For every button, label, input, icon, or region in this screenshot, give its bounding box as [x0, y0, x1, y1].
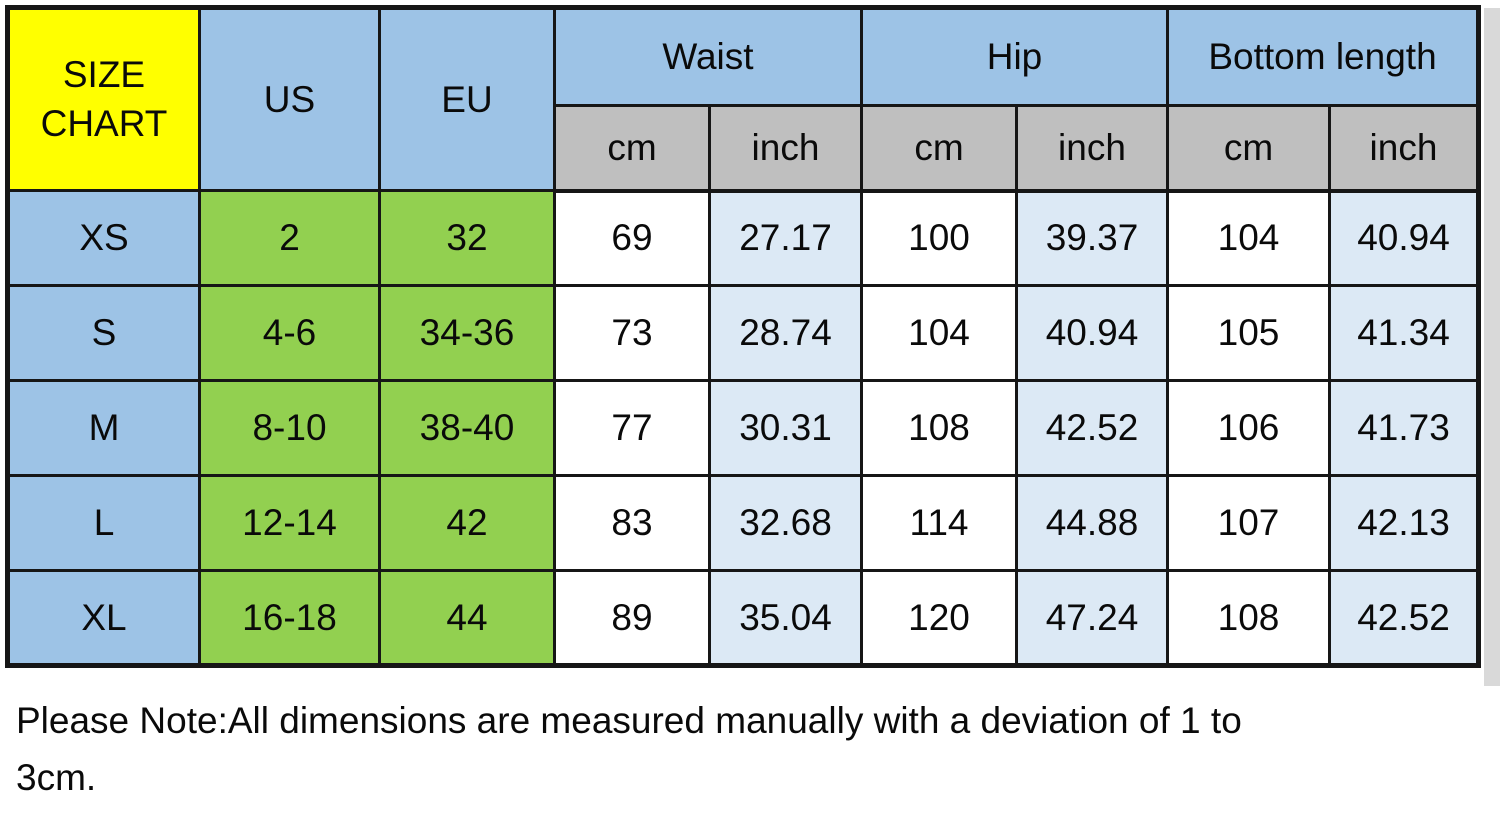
- eu-header-cell: EU: [378, 6, 556, 192]
- waist-cm-cell: 73: [553, 284, 711, 382]
- bottom-length-cm-cell: 104: [1166, 189, 1331, 287]
- table-row-m: M 8-10 38-40 77 30.31 108 42.52 106 41.7…: [6, 379, 1480, 477]
- bottom-length-inch-unit-header: inch: [1328, 104, 1480, 193]
- eu-size-cell: 34-36: [378, 284, 556, 382]
- waist-inch-cell: 35.04: [708, 569, 863, 667]
- bottom-length-inch-cell: 42.13: [1328, 474, 1480, 572]
- table-row-s: S 4-6 34-36 73 28.74 104 40.94 105 41.34: [6, 284, 1480, 382]
- bottom-length-inch-cell: 40.94: [1328, 189, 1480, 287]
- us-size-cell: 4-6: [198, 284, 381, 382]
- bottom-length-group-header: Bottom length: [1166, 6, 1480, 107]
- hip-inch-cell: 40.94: [1015, 284, 1169, 382]
- bottom-length-inch-cell: 41.34: [1328, 284, 1480, 382]
- waist-cm-cell: 89: [553, 569, 711, 667]
- note-line-2: 3cm.: [16, 757, 97, 798]
- bottom-length-inch-cell: 42.52: [1328, 569, 1480, 667]
- hip-inch-cell: 42.52: [1015, 379, 1169, 477]
- us-size-cell: 12-14: [198, 474, 381, 572]
- size-label-cell: M: [6, 379, 201, 477]
- hip-group-header: Hip: [860, 6, 1169, 107]
- hip-cm-unit-header: cm: [860, 104, 1018, 193]
- waist-inch-cell: 27.17: [708, 189, 863, 287]
- table-row-l: L 12-14 42 83 32.68 114 44.88 107 42.13: [6, 474, 1480, 572]
- eu-size-cell: 44: [378, 569, 556, 667]
- hip-cm-cell: 120: [860, 569, 1018, 667]
- waist-cm-cell: 83: [553, 474, 711, 572]
- hip-inch-cell: 39.37: [1015, 189, 1169, 287]
- hip-cm-cell: 100: [860, 189, 1018, 287]
- waist-inch-cell: 32.68: [708, 474, 863, 572]
- waist-inch-cell: 28.74: [708, 284, 863, 382]
- hip-cm-cell: 104: [860, 284, 1018, 382]
- eu-size-cell: 42: [378, 474, 556, 572]
- waist-cm-cell: 69: [553, 189, 711, 287]
- us-size-cell: 16-18: [198, 569, 381, 667]
- us-size-cell: 2: [198, 189, 381, 287]
- size-chart-corner-cell: SIZE CHART: [6, 6, 201, 192]
- us-size-cell: 8-10: [198, 379, 381, 477]
- eu-size-cell: 32: [378, 189, 556, 287]
- hip-inch-unit-header: inch: [1015, 104, 1169, 193]
- bottom-length-cm-unit-header: cm: [1166, 104, 1331, 193]
- waist-inch-cell: 30.31: [708, 379, 863, 477]
- note-line-1: Please Note:All dimensions are measured …: [16, 700, 1242, 741]
- hip-cm-cell: 114: [860, 474, 1018, 572]
- hip-cm-cell: 108: [860, 379, 1018, 477]
- bottom-length-cm-cell: 106: [1166, 379, 1331, 477]
- table-row-xs: XS 2 32 69 27.17 100 39.37 104 40.94: [6, 189, 1480, 287]
- us-header-cell: US: [198, 6, 381, 192]
- measurement-note: Please Note:All dimensions are measured …: [16, 692, 1476, 806]
- bottom-length-cm-cell: 108: [1166, 569, 1331, 667]
- bottom-length-cm-cell: 107: [1166, 474, 1331, 572]
- right-shadow-strip: [1484, 8, 1500, 686]
- table-row-xl: XL 16-18 44 89 35.04 120 47.24 108 42.52: [6, 569, 1480, 667]
- waist-cm-cell: 77: [553, 379, 711, 477]
- size-chart-table: SIZE CHART US EU Waist Hip Bottom length…: [5, 5, 1481, 668]
- waist-group-header: Waist: [553, 6, 863, 107]
- size-label-cell: L: [6, 474, 201, 572]
- hip-inch-cell: 44.88: [1015, 474, 1169, 572]
- size-label-cell: XL: [6, 569, 201, 667]
- size-label-cell: S: [6, 284, 201, 382]
- bottom-length-cm-cell: 105: [1166, 284, 1331, 382]
- waist-cm-unit-header: cm: [553, 104, 711, 193]
- waist-inch-unit-header: inch: [708, 104, 863, 193]
- eu-size-cell: 38-40: [378, 379, 556, 477]
- bottom-length-inch-cell: 41.73: [1328, 379, 1480, 477]
- size-label-cell: XS: [6, 189, 201, 287]
- hip-inch-cell: 47.24: [1015, 569, 1169, 667]
